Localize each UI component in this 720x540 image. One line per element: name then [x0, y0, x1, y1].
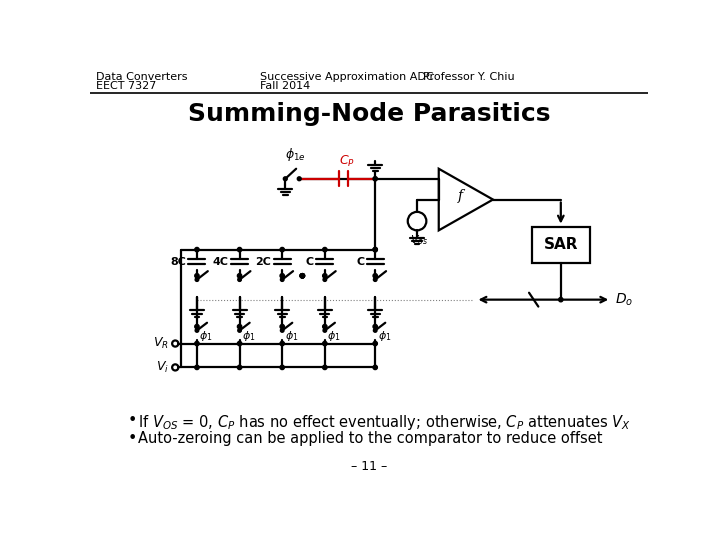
Circle shape — [280, 278, 284, 281]
Circle shape — [300, 274, 305, 278]
Circle shape — [280, 274, 284, 278]
Circle shape — [280, 365, 284, 369]
Circle shape — [323, 365, 327, 369]
Circle shape — [373, 325, 377, 329]
Text: $\phi_1$: $\phi_1$ — [377, 329, 391, 343]
Circle shape — [323, 329, 327, 332]
Text: EECT 7327: EECT 7327 — [96, 81, 156, 91]
Circle shape — [373, 341, 377, 346]
Circle shape — [323, 274, 327, 278]
Text: $D_o$: $D_o$ — [615, 292, 634, 308]
Circle shape — [323, 325, 327, 329]
Text: – 11 –: – 11 – — [351, 460, 387, 473]
Text: $\phi_{1e}$: $\phi_{1e}$ — [285, 146, 306, 164]
Text: If $V_{OS}$ = 0, $C_P$ has no effect eventually; otherwise, $C_P$ attenuates $V_: If $V_{OS}$ = 0, $C_P$ has no effect eve… — [138, 413, 631, 432]
Circle shape — [238, 365, 242, 369]
Circle shape — [374, 329, 377, 332]
Text: Auto-zeroing can be applied to the comparator to reduce offset: Auto-zeroing can be applied to the compa… — [138, 431, 603, 447]
Text: f: f — [458, 188, 463, 202]
Circle shape — [300, 274, 305, 278]
Text: $V_i$: $V_i$ — [156, 360, 169, 375]
Circle shape — [195, 274, 199, 278]
Circle shape — [195, 341, 199, 346]
Circle shape — [238, 274, 242, 278]
Circle shape — [195, 329, 199, 332]
Bar — [532, 226, 590, 264]
Circle shape — [373, 274, 377, 278]
Circle shape — [280, 341, 284, 346]
Text: Successive Approximation ADC: Successive Approximation ADC — [261, 72, 434, 83]
Text: $\phi_1$: $\phi_1$ — [199, 329, 213, 343]
Text: SAR: SAR — [544, 238, 578, 253]
Circle shape — [374, 278, 377, 281]
Circle shape — [195, 247, 199, 252]
Circle shape — [195, 278, 199, 281]
Circle shape — [195, 365, 199, 369]
Circle shape — [238, 325, 242, 329]
Text: $V_R$: $V_R$ — [153, 336, 169, 351]
Text: $C_P$: $C_P$ — [339, 154, 355, 168]
Circle shape — [280, 247, 284, 252]
Circle shape — [300, 274, 305, 278]
Circle shape — [373, 177, 377, 181]
Text: Summing-Node Parasitics: Summing-Node Parasitics — [188, 102, 550, 126]
Circle shape — [297, 177, 301, 181]
Text: •: • — [127, 413, 137, 428]
Circle shape — [373, 365, 377, 369]
Circle shape — [323, 341, 327, 346]
Text: Fall 2014: Fall 2014 — [261, 81, 311, 91]
Circle shape — [559, 298, 563, 302]
Text: 2C: 2C — [256, 256, 271, 267]
Text: $\phi_1$: $\phi_1$ — [242, 329, 256, 343]
Text: •: • — [127, 431, 137, 447]
Circle shape — [238, 247, 242, 252]
Circle shape — [300, 274, 305, 278]
Text: C: C — [306, 256, 314, 267]
Circle shape — [280, 325, 284, 329]
Circle shape — [238, 278, 241, 281]
Text: $\phi_1$: $\phi_1$ — [284, 329, 298, 343]
Circle shape — [238, 329, 241, 332]
Text: $\phi_1$: $\phi_1$ — [327, 329, 341, 343]
Text: 4C: 4C — [212, 256, 229, 267]
Circle shape — [195, 325, 199, 329]
Text: 8C: 8C — [170, 256, 186, 267]
Circle shape — [373, 247, 377, 252]
Text: C: C — [356, 256, 364, 267]
Circle shape — [280, 329, 284, 332]
Text: $V_{os}$: $V_{os}$ — [410, 233, 428, 247]
Circle shape — [284, 177, 287, 181]
Circle shape — [238, 341, 242, 346]
Circle shape — [323, 278, 327, 281]
Circle shape — [300, 274, 305, 278]
Text: Data Converters: Data Converters — [96, 72, 188, 83]
Text: Professor Y. Chiu: Professor Y. Chiu — [423, 72, 515, 83]
Circle shape — [323, 247, 327, 252]
Circle shape — [373, 247, 377, 252]
